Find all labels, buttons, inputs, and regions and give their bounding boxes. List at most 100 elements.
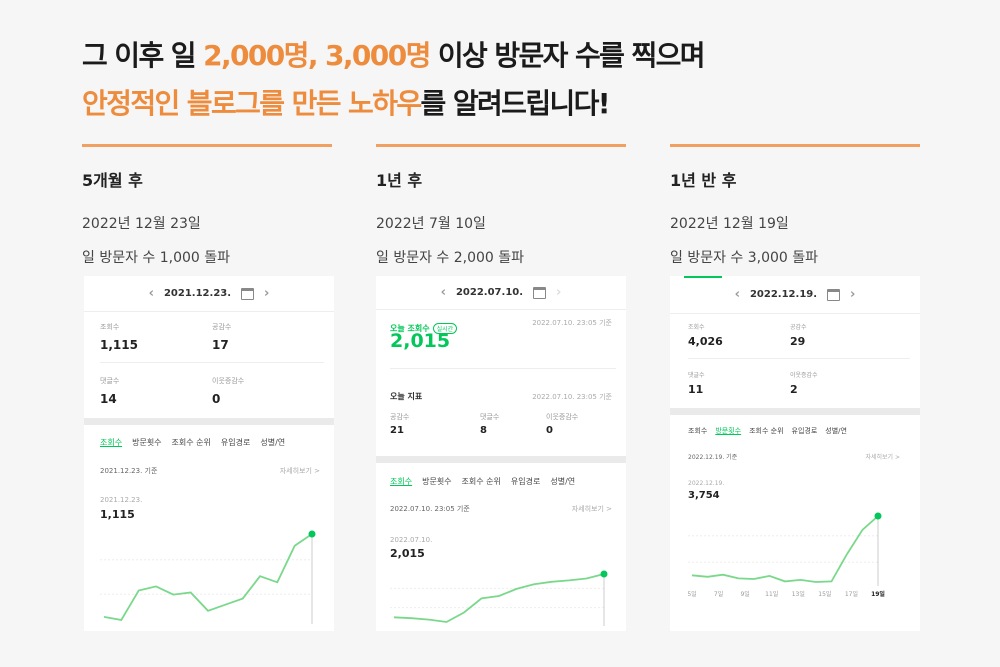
tab-visits[interactable]: 방문횟수 <box>132 438 162 447</box>
stat-value: 21 <box>390 425 404 436</box>
today-views-title: 오늘 조회수 실시간 <box>390 316 458 335</box>
trend-chart <box>100 530 316 624</box>
stat-neighbors: 이웃증감수 2 <box>790 370 818 396</box>
stat-comments: 댓글수 8 <box>480 412 499 436</box>
x-tick-label: 7일 <box>714 590 723 598</box>
calendar-icon[interactable] <box>241 287 255 300</box>
section-gap <box>84 418 334 425</box>
current-point[interactable] <box>874 512 882 520</box>
stat-value: 14 <box>100 392 117 406</box>
chevron-left-icon[interactable]: ‹ <box>734 287 740 302</box>
column-rule <box>670 144 920 147</box>
x-tick-label: 15일 <box>818 590 831 598</box>
column-milestone: 일 방문자 수 1,000 돌파 <box>82 250 231 266</box>
stat-label: 이웃증감수 <box>790 372 818 379</box>
column-date: 2022년 12월 19일 <box>670 216 789 232</box>
nav-date: 2022.12.19. <box>749 289 818 300</box>
chevron-left-icon[interactable]: ‹ <box>148 286 154 301</box>
column-date: 2022년 7월 10일 <box>376 216 486 232</box>
stat-neighbors: 이웃증감수 0 <box>212 376 244 406</box>
chart-date: 2022.07.10. <box>390 536 433 544</box>
stat-value: 2 <box>790 383 798 396</box>
detail-link[interactable]: 자세히보기 > <box>865 454 900 461</box>
stat-value: 1,115 <box>100 338 138 352</box>
realtime-badge: 실시간 <box>432 323 458 334</box>
column-5-months: 5개월 후 2022년 12월 23일 일 방문자 수 1,000 돌파 <box>82 144 332 267</box>
x-tick-label: 11일 <box>765 590 778 598</box>
chart-value: 1,115 <box>100 508 135 521</box>
today-title: 오늘 조회수 <box>390 324 430 333</box>
column-rule <box>376 144 626 147</box>
calendar-icon[interactable] <box>827 288 841 301</box>
detail-link[interactable]: 자세히보기 > <box>279 467 320 475</box>
stat-value: 17 <box>212 338 229 352</box>
tab-views[interactable]: 조회수 <box>100 438 123 447</box>
section-gap <box>376 456 626 463</box>
basis-text: 2021.12.23. 기준 <box>100 467 158 475</box>
current-point[interactable] <box>308 530 316 538</box>
trend-chart <box>390 570 608 626</box>
tab-visits[interactable]: 방문횟수 <box>422 477 452 486</box>
stat-value: 0 <box>212 392 221 406</box>
calendar-icon[interactable] <box>533 286 547 299</box>
date-nav: ‹ 2022.12.19. › <box>670 276 920 314</box>
tab-ranking[interactable]: 조회수 순위 <box>171 438 211 447</box>
stat-value: 11 <box>688 383 704 396</box>
metrics-title: 오늘 지표 <box>390 392 423 401</box>
headline-text: 그 이후 일 <box>82 39 204 72</box>
column-milestone: 일 방문자 수 3,000 돌파 <box>670 250 819 266</box>
trend-line <box>691 515 879 583</box>
chevron-right-icon[interactable]: › <box>556 285 562 300</box>
tab-ranking[interactable]: 조회수 순위 <box>749 427 784 435</box>
stat-likes: 공감수 29 <box>790 322 807 348</box>
stat-value: 4,026 <box>688 335 723 348</box>
chevron-left-icon[interactable]: ‹ <box>440 285 446 300</box>
chevron-right-icon[interactable]: › <box>264 286 270 301</box>
stat-label: 공감수 <box>390 413 410 421</box>
today-views-value: 2,015 <box>390 330 451 352</box>
trend-chart: 5일 7일 9일 11일 13일 15일 17일 19일 <box>688 512 885 598</box>
stats-tabs: 조회수 방문횟수 조회수 순위 유입경로 성별/연 <box>688 426 920 436</box>
tab-views[interactable]: 조회수 <box>688 427 708 435</box>
tab-referrer[interactable]: 유입경로 <box>510 477 541 486</box>
stats-tabs: 조회수 방문횟수 조회수 순위 유입경로 성별/연 <box>390 476 626 487</box>
x-tick-label: 17일 <box>845 590 858 598</box>
stat-comments: 댓글수 11 <box>688 370 705 396</box>
nav-date: 2021.12.23. <box>163 288 232 299</box>
tab-referrer[interactable]: 유입경로 <box>791 427 818 435</box>
tab-demographics[interactable]: 성별/연 <box>550 477 576 486</box>
tab-demographics[interactable]: 성별/연 <box>825 427 847 435</box>
stat-label: 이웃증감수 <box>212 377 245 385</box>
divider <box>688 358 910 359</box>
x-tick-label: 5일 <box>688 590 697 598</box>
stat-label: 조회수 <box>688 324 705 331</box>
tab-demographics[interactable]: 성별/연 <box>260 438 286 447</box>
headline-highlight: 2,000명, 3,000명 <box>203 39 431 72</box>
column-date: 2022년 12월 23일 <box>82 216 201 232</box>
column-rule <box>82 144 332 147</box>
tab-views[interactable]: 조회수 <box>390 477 413 486</box>
tab-ranking[interactable]: 조회수 순위 <box>461 477 501 486</box>
column-1-year: 1년 후 2022년 7월 10일 일 방문자 수 2,000 돌파 <box>376 144 626 267</box>
current-point[interactable] <box>600 570 608 578</box>
trend-line <box>103 533 313 621</box>
tab-referrer[interactable]: 유입경로 <box>220 438 251 447</box>
trend-line <box>393 573 605 623</box>
tab-visits[interactable]: 방문횟수 <box>715 427 742 435</box>
chevron-right-icon[interactable]: › <box>850 287 856 302</box>
chart-value: 3,754 <box>688 490 720 501</box>
column-title: 1년 반 후 <box>670 171 737 190</box>
today-basis: 2022.07.10. 23:05 기준 <box>532 319 612 327</box>
stat-label: 공감수 <box>212 323 232 331</box>
stats-screenshot-3: ‹ 2022.12.19. › 조회수 4,026 공감수 29 댓글수 11 … <box>670 276 920 631</box>
stat-label: 댓글수 <box>688 372 705 379</box>
x-tick-label: 19일 <box>871 590 885 598</box>
stat-label: 이웃증감수 <box>546 413 579 421</box>
column-title: 1년 후 <box>376 171 423 190</box>
stat-likes: 공감수 21 <box>390 412 409 436</box>
headline-text: 를 알려드립니다! <box>420 87 611 120</box>
stat-likes: 공감수 17 <box>212 322 231 352</box>
stat-label: 댓글수 <box>100 377 120 385</box>
detail-link[interactable]: 자세히보기 > <box>571 505 612 513</box>
stat-views: 조회수 4,026 <box>688 322 723 348</box>
